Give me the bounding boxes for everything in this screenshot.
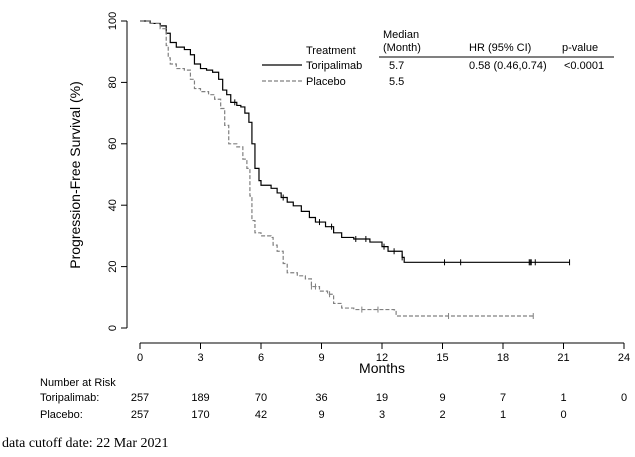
legend-header-median: (Month) [383,42,421,54]
y-tick-label: 60 [107,138,119,150]
km-curve-placebo [140,20,534,317]
curves [140,20,571,320]
legend-median: 5.5 [389,76,404,88]
risk-value: 36 [315,392,328,404]
x-tick-label: 15 [436,352,448,364]
legend-header-median: Median [383,29,419,41]
x-tick-label: 3 [197,352,203,364]
km-curve-toripalimab [140,20,570,263]
footnote: data cutoff date: 22 Mar 2021 [2,436,169,451]
km-chart: 0 3 6 9 12 15 18 21 24 0 20 40 60 80 100 Treatment Medi… [67,12,630,376]
legend-pvalue: <0.0001 [564,60,604,72]
risk-value: 3 [378,409,386,421]
risk-value: 170 [191,409,210,421]
risk-value: 2 [439,409,446,421]
risk-value: 257 [130,392,150,404]
x-tick-label: 6 [258,352,264,364]
y-axis-label: Progression-Free Survival (%) [67,81,83,269]
risk-value: 1 [560,392,567,404]
x-tick-label: 9 [318,352,324,364]
y-tick-label: 0 [107,325,119,331]
legend: Treatment Median(Month) HR (95% CI) p-value… [262,29,614,88]
risk-value: 0 [620,392,628,404]
legend-header-p: p-value [562,42,598,54]
y-tick-label: 20 [107,260,119,272]
y-tick-label: 40 [107,199,119,211]
risk-table-title: Number at Risk [40,377,116,389]
legend-label-toripalimab: Toripalimab [306,60,362,72]
risk-value: 1 [499,409,507,421]
y-tick-label: 80 [107,76,119,88]
x-tick-label: 18 [497,352,509,364]
legend-label-placebo: Placebo [306,76,346,88]
risk-value: 9 [318,409,325,421]
axes: 0 3 6 9 12 15 18 21 24 0 20 40 60 80 100 [107,12,630,364]
x-tick-label: 24 [618,352,630,364]
risk-value: 42 [254,409,268,421]
risk-value: 257 [130,409,150,421]
legend-hr: 0.58 (0.46,0.74) [469,60,547,72]
x-tick-label: 12 [376,352,388,364]
legend-title: Treatment [306,45,356,57]
legend-median: 5.7 [389,60,404,72]
x-axis-label: Months [359,360,405,376]
risk-value: 7 [499,392,507,404]
x-tick-label: 21 [557,352,569,364]
y-tick-label: 100 [107,12,119,30]
risk-value: 9 [439,392,446,404]
risk-row-label-toripalimab: Toripalimab: [40,392,100,404]
risk-value: 70 [254,392,268,404]
risk-value: 19 [375,392,389,404]
risk-row-label-placebo: Placebo: [40,409,83,421]
legend-header-hr: HR (95% CI) [469,42,531,54]
x-tick-label: 0 [137,352,143,364]
risk-value: 0 [560,409,567,421]
risk-value: 189 [191,392,210,404]
